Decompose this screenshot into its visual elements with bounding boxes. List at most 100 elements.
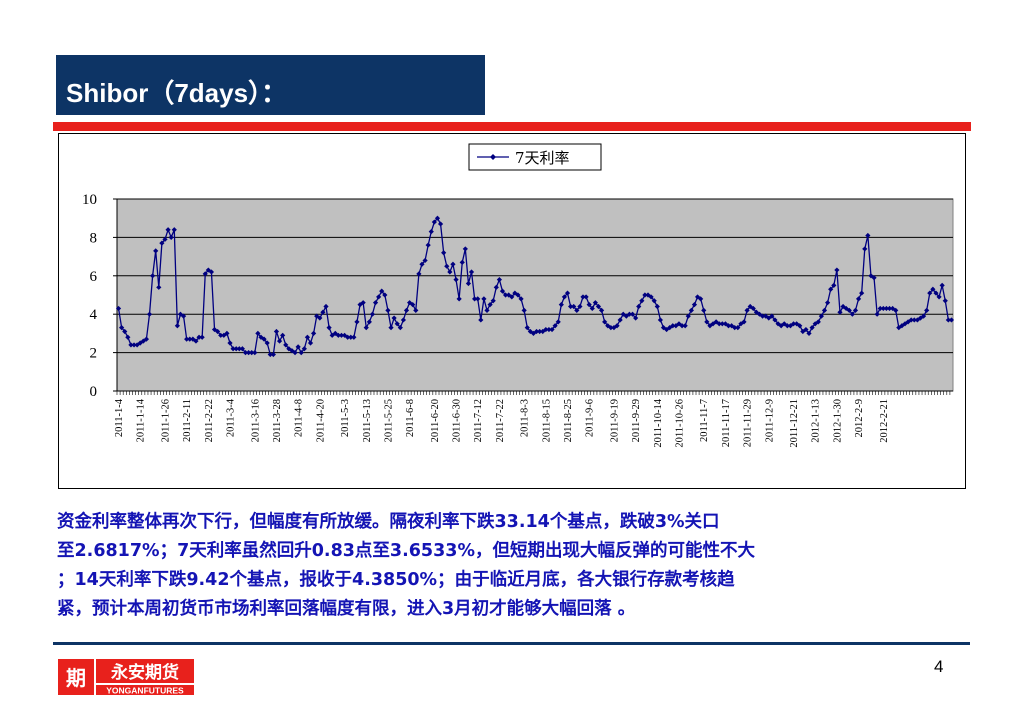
x-tick-label: 2011-1-4 [114, 398, 125, 437]
data-point [444, 263, 450, 269]
data-point [180, 313, 187, 319]
data-point [775, 321, 781, 327]
data-point [317, 315, 323, 321]
y-tick-label: 6 [90, 269, 98, 285]
data-point [574, 307, 580, 313]
data-point [239, 346, 245, 352]
data-point [227, 340, 233, 346]
data-point [738, 321, 744, 327]
data-point [450, 261, 456, 267]
data-point [434, 215, 441, 221]
svg-text:YONGANFUTURES: YONGANFUTURES [106, 686, 184, 696]
data-point [335, 332, 341, 338]
data-point [264, 340, 270, 346]
data-point [865, 232, 871, 239]
data-point [877, 305, 883, 312]
x-tick-label: 2011-1-26 [160, 399, 171, 442]
data-point [416, 271, 422, 277]
data-point [735, 325, 741, 331]
data-point [202, 271, 208, 277]
data-point [515, 292, 521, 298]
data-point [815, 319, 821, 325]
data-point [351, 334, 357, 340]
footer-divider [53, 642, 970, 645]
data-point [472, 296, 478, 302]
page-number: 4 [934, 657, 944, 676]
data-point [125, 334, 131, 340]
y-tick-label: 8 [90, 230, 98, 246]
data-point [329, 332, 335, 338]
data-point [543, 326, 549, 333]
x-tick-label: 2011-10-26 [674, 399, 685, 448]
data-point [704, 319, 710, 325]
data-point [722, 321, 729, 327]
x-tick-label: 2011-6-20 [430, 399, 441, 442]
data-point [146, 311, 153, 317]
data-point [428, 229, 434, 235]
data-point [602, 319, 608, 325]
data-point [818, 313, 825, 319]
data-point [502, 292, 509, 298]
commentary-line: 资金利率整体再次下行，但幅度有所放缓。隔夜利率下跌33.14个基点，跌破3%关口 [57, 512, 720, 532]
data-point [790, 321, 797, 327]
data-point [159, 240, 165, 246]
data-point [651, 298, 657, 304]
x-tick-label: 2011-10-14 [653, 398, 664, 447]
data-point [902, 321, 908, 327]
data-point [533, 328, 540, 335]
data-point [267, 351, 273, 358]
data-point [890, 305, 896, 312]
x-tick-label: 2011-11-29 [743, 399, 754, 447]
data-point [660, 325, 667, 331]
data-point [549, 326, 555, 333]
data-point [880, 305, 886, 312]
data-point [555, 319, 561, 325]
data-point [920, 313, 927, 319]
x-tick-label: 2011-3-28 [272, 399, 283, 442]
data-point [218, 332, 224, 338]
yongan-futures-logo: 期 永安期货 YONGANFUTURES [58, 659, 194, 696]
data-point [165, 227, 171, 233]
y-tick-label: 0 [90, 384, 98, 400]
data-point [924, 307, 930, 313]
data-point [685, 313, 691, 319]
x-tick-label: 2012-2-9 [854, 399, 865, 438]
data-point [896, 325, 902, 331]
data-point [422, 257, 428, 264]
data-point [763, 313, 769, 319]
data-point [558, 302, 564, 308]
data-point [852, 307, 859, 313]
data-point [230, 346, 236, 352]
data-point [345, 334, 351, 340]
x-tick-label: 2011-9-29 [631, 399, 642, 442]
data-point [481, 296, 487, 302]
data-point [153, 248, 159, 254]
commentary-paragraph: 资金利率整体再次下行，但幅度有所放缓。隔夜利率下跌33.14个基点，跌破3%关口… [57, 508, 957, 624]
data-point [667, 325, 673, 331]
x-tick-label: 2011-6-30 [452, 399, 463, 442]
data-point [527, 328, 533, 335]
data-point [719, 321, 725, 327]
x-tick-label: 2011-5-25 [383, 399, 394, 442]
data-point [301, 346, 307, 352]
data-point [732, 325, 738, 331]
data-point [506, 292, 512, 298]
accent-bar [53, 122, 971, 131]
data-point [608, 325, 614, 331]
data-point [394, 321, 400, 327]
data-point [156, 284, 162, 290]
data-point [849, 311, 855, 317]
chart-frame: 0 2 4 6 8 10 2011-1-4 2011-1-14 2011-1-26 2011-2-… [58, 133, 966, 489]
svg-text:永安期货: 永安期货 [110, 662, 179, 683]
data-point [905, 319, 911, 325]
data-point [642, 292, 648, 298]
commentary-line: 紧，预计本周初货币市场利率回落幅度有限，进入3月初才能够大幅回落 。 [57, 599, 636, 619]
x-tick-label: 2011-12-9 [764, 399, 775, 442]
shibor-7day-chart: 0 2 4 6 8 10 2011-1-4 2011-1-14 2011-1-26 2011-2-… [82, 143, 955, 448]
x-tick-label: 2011-5-13 [362, 399, 373, 442]
x-tick-label: 2011-11-17 [721, 399, 732, 447]
data-point [930, 286, 936, 292]
legend-marker [490, 154, 496, 160]
x-tick-label: 2011-8-15 [541, 399, 552, 442]
data-point [366, 319, 372, 325]
